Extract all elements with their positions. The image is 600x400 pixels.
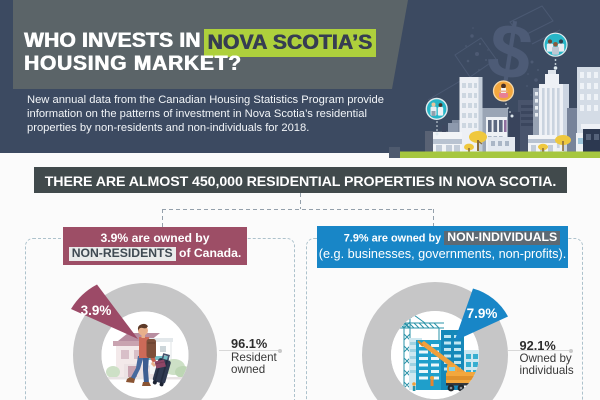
svg-text:7.9%: 7.9%: [467, 306, 498, 321]
svg-text:3.9%: 3.9%: [81, 303, 112, 318]
